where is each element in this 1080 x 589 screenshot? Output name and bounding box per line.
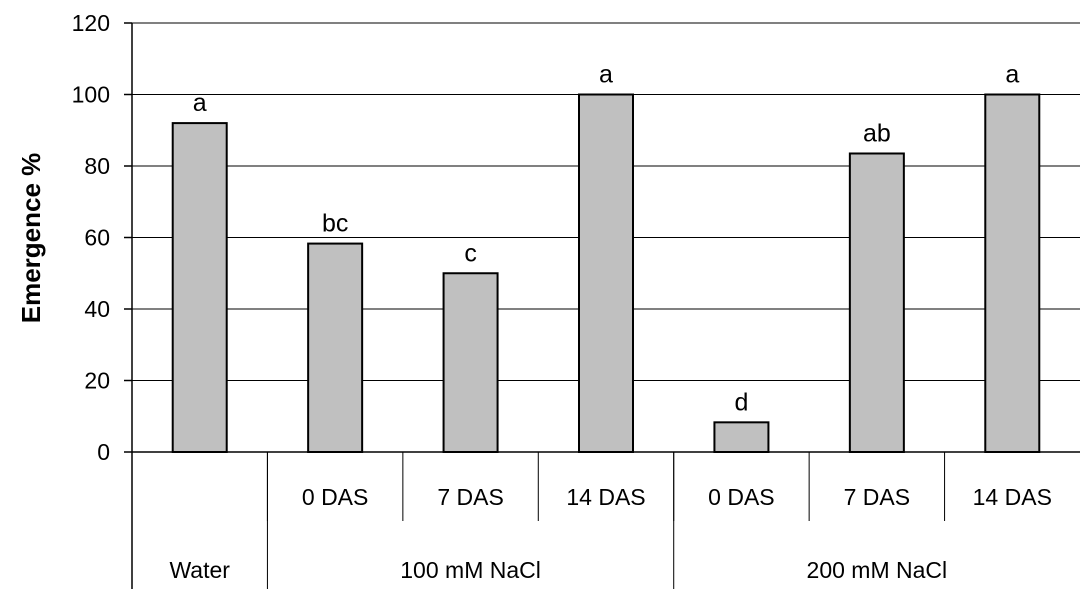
- bar: [171, 122, 228, 453]
- group-label: 200 mM NaCl: [807, 557, 948, 583]
- significance-label: a: [599, 61, 613, 89]
- significance-labels: a bc c a d ab a: [193, 61, 1020, 417]
- y-tick-label: 0: [97, 439, 110, 465]
- significance-label: a: [1005, 61, 1019, 89]
- category-label: 0 DAS: [302, 484, 368, 510]
- bar: [848, 152, 905, 454]
- significance-label: ab: [863, 119, 891, 147]
- bar: [442, 272, 499, 453]
- bars: [171, 93, 1041, 454]
- y-tick-label: 40: [84, 296, 110, 322]
- bar: [578, 93, 634, 453]
- significance-label: bc: [322, 210, 348, 238]
- bar: [307, 242, 364, 453]
- y-tick-label: 80: [84, 153, 110, 179]
- group-label: 100 mM NaCl: [400, 557, 541, 583]
- y-axis-title: Emergence %: [16, 153, 46, 324]
- category-label: 7 DAS: [437, 484, 503, 510]
- y-tick-labels: 0 20 40 60 80 100 120: [72, 10, 110, 465]
- y-tick-label: 60: [84, 225, 110, 251]
- category-labels: 0 DAS 7 DAS 14 DAS 0 DAS 7 DAS 14 DAS: [302, 484, 1052, 510]
- category-label: 14 DAS: [566, 484, 645, 510]
- y-tick-label: 20: [84, 368, 110, 394]
- category-label: 14 DAS: [973, 484, 1052, 510]
- category-label: 0 DAS: [708, 484, 774, 510]
- significance-label: d: [734, 388, 748, 416]
- category-label: 7 DAS: [844, 484, 910, 510]
- bar: [984, 93, 1041, 453]
- significance-label: c: [464, 239, 477, 267]
- axes: [124, 22, 1080, 589]
- group-labels: Water 100 mM NaCl 200 mM NaCl: [169, 557, 947, 583]
- y-tick-label: 100: [72, 82, 110, 108]
- group-label: Water: [169, 557, 230, 583]
- bar: [713, 421, 770, 454]
- significance-label: a: [193, 89, 207, 117]
- y-tick-label: 120: [72, 10, 110, 36]
